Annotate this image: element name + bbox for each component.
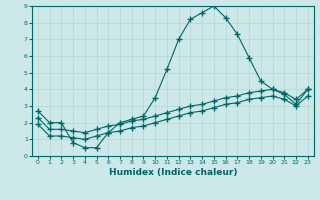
- X-axis label: Humidex (Indice chaleur): Humidex (Indice chaleur): [108, 168, 237, 177]
